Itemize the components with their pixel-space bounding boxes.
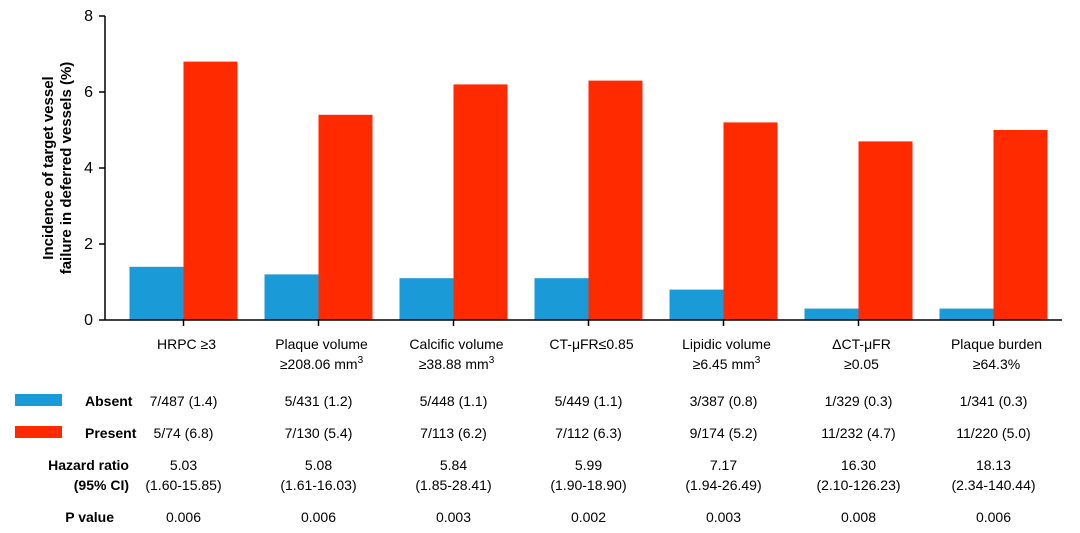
bar-absent <box>264 274 319 320</box>
hazard-ratio-cell: 5.99 <box>575 457 602 473</box>
absent-count-cell: 5/431 (1.2) <box>285 393 353 409</box>
data-table: Absent Present Hazard ratio (95% CI) P value… <box>15 393 1036 525</box>
bar-absent <box>129 266 184 320</box>
hazard-ratio-cell: 5.84 <box>440 457 467 473</box>
x-tick-label: Calcific volume <box>409 336 503 352</box>
hazard-ratio-cell: 5.03 <box>170 457 197 473</box>
x-tick-label-line2: ≥208.06 mm3 <box>280 355 364 372</box>
x-tick-label: Plaque volume <box>275 336 368 352</box>
present-count-cell: 11/220 (5.0) <box>956 425 1030 441</box>
absent-count-cell: 5/449 (1.1) <box>555 393 623 409</box>
hazard-ratio-cell: 18.13 <box>976 457 1011 473</box>
legend-label-absent: Absent <box>85 393 133 409</box>
x-tick-label: Plaque burden <box>951 336 1042 352</box>
absent-count-cell: 3/387 (0.8) <box>690 393 758 409</box>
bar-present <box>183 61 238 320</box>
p-value-cell: 0.006 <box>301 509 336 525</box>
bars <box>129 61 1048 321</box>
bar-present <box>588 80 643 320</box>
present-count-cell: 9/174 (5.2) <box>690 425 758 441</box>
x-axis: HRPC ≥3 Plaque volume ≥208.06 mm3 Calcific … <box>105 319 1062 372</box>
y-tick-label: 8 <box>84 8 93 25</box>
y-tick-label: 0 <box>84 312 93 329</box>
bar-absent <box>939 308 994 320</box>
hazard-ratio-cell: 16.30 <box>841 457 876 473</box>
bar-absent <box>669 289 724 320</box>
y-axis: 0 2 4 6 8 <box>84 8 106 329</box>
superscript: 3 <box>489 355 495 366</box>
p-value-cell: 0.008 <box>841 509 876 525</box>
bar-present <box>453 84 508 321</box>
x-tick-label: HRPC ≥3 <box>157 336 216 352</box>
bar-present <box>318 114 373 320</box>
y-axis-label-line1: Incidence of target vessel <box>40 76 57 259</box>
y-axis-label: Incidence of target vessel failure in de… <box>40 62 75 275</box>
x-tick-label-line2: ≥0.05 <box>844 356 879 372</box>
ci-cell: (1.94-26.49) <box>685 477 761 493</box>
y-tick-label: 6 <box>84 84 93 101</box>
x-tick-label: Lipidic volume <box>682 336 771 352</box>
p-value-cell: 0.006 <box>976 509 1011 525</box>
absent-count-cell: 5/448 (1.1) <box>420 393 488 409</box>
p-value-cell: 0.003 <box>436 509 471 525</box>
superscript: 3 <box>755 355 761 366</box>
ci-cell: (2.34-140.44) <box>951 477 1035 493</box>
bar-absent <box>804 308 859 320</box>
absent-count-cell: 1/341 (0.3) <box>960 393 1028 409</box>
hazard-ratio-ci-label: (95% CI) <box>74 477 129 493</box>
ci-cell: (1.61-16.03) <box>280 477 356 493</box>
x-tick-label: CT-μFR≤0.85 <box>549 336 633 352</box>
absent-count-cell: 7/487 (1.4) <box>150 393 218 409</box>
y-tick-label: 4 <box>84 160 93 177</box>
bar-present <box>993 130 1048 320</box>
bar-absent <box>534 278 589 320</box>
hazard-ratio-label: Hazard ratio <box>48 457 129 473</box>
superscript: 3 <box>358 355 364 366</box>
absent-count-cell: 1/329 (0.3) <box>825 393 893 409</box>
y-tick-label: 2 <box>84 236 93 253</box>
present-count-cell: 7/113 (6.2) <box>420 425 487 441</box>
present-count-cell: 11/232 (4.7) <box>821 425 895 441</box>
bar-present <box>858 141 913 320</box>
x-tick-label-line2: ≥64.3% <box>973 356 1020 372</box>
p-value-cell: 0.003 <box>706 509 741 525</box>
p-value-label: P value <box>65 509 114 525</box>
hazard-ratio-cell: 5.08 <box>305 457 332 473</box>
p-value-cell: 0.006 <box>166 509 201 525</box>
present-count-cell: 7/112 (6.3) <box>555 425 622 441</box>
hazard-ratio-cell: 7.17 <box>710 457 737 473</box>
present-count-cell: 7/130 (5.4) <box>285 425 353 441</box>
legend-label-present: Present <box>85 425 137 441</box>
x-tick-label-line2: ≥6.45 mm3 <box>693 355 761 372</box>
present-count-cell: 5/74 (6.8) <box>154 425 214 441</box>
x-tick-label-line2: ≥38.88 mm3 <box>419 355 495 372</box>
ci-cell: (1.85-28.41) <box>415 477 491 493</box>
bar-present <box>723 122 778 321</box>
ci-cell: (1.60-15.85) <box>145 477 221 493</box>
legend-swatch-absent <box>15 394 62 406</box>
ci-cell: (1.90-18.90) <box>550 477 626 493</box>
bar-absent <box>399 278 454 320</box>
ci-cell: (2.10-126.23) <box>816 477 900 493</box>
x-tick-label: ΔCT-μFR <box>832 336 891 352</box>
y-axis-label-line2: failure in deferred vessels (%) <box>58 62 75 275</box>
p-value-cell: 0.002 <box>571 509 606 525</box>
legend-swatch-present <box>15 426 62 438</box>
